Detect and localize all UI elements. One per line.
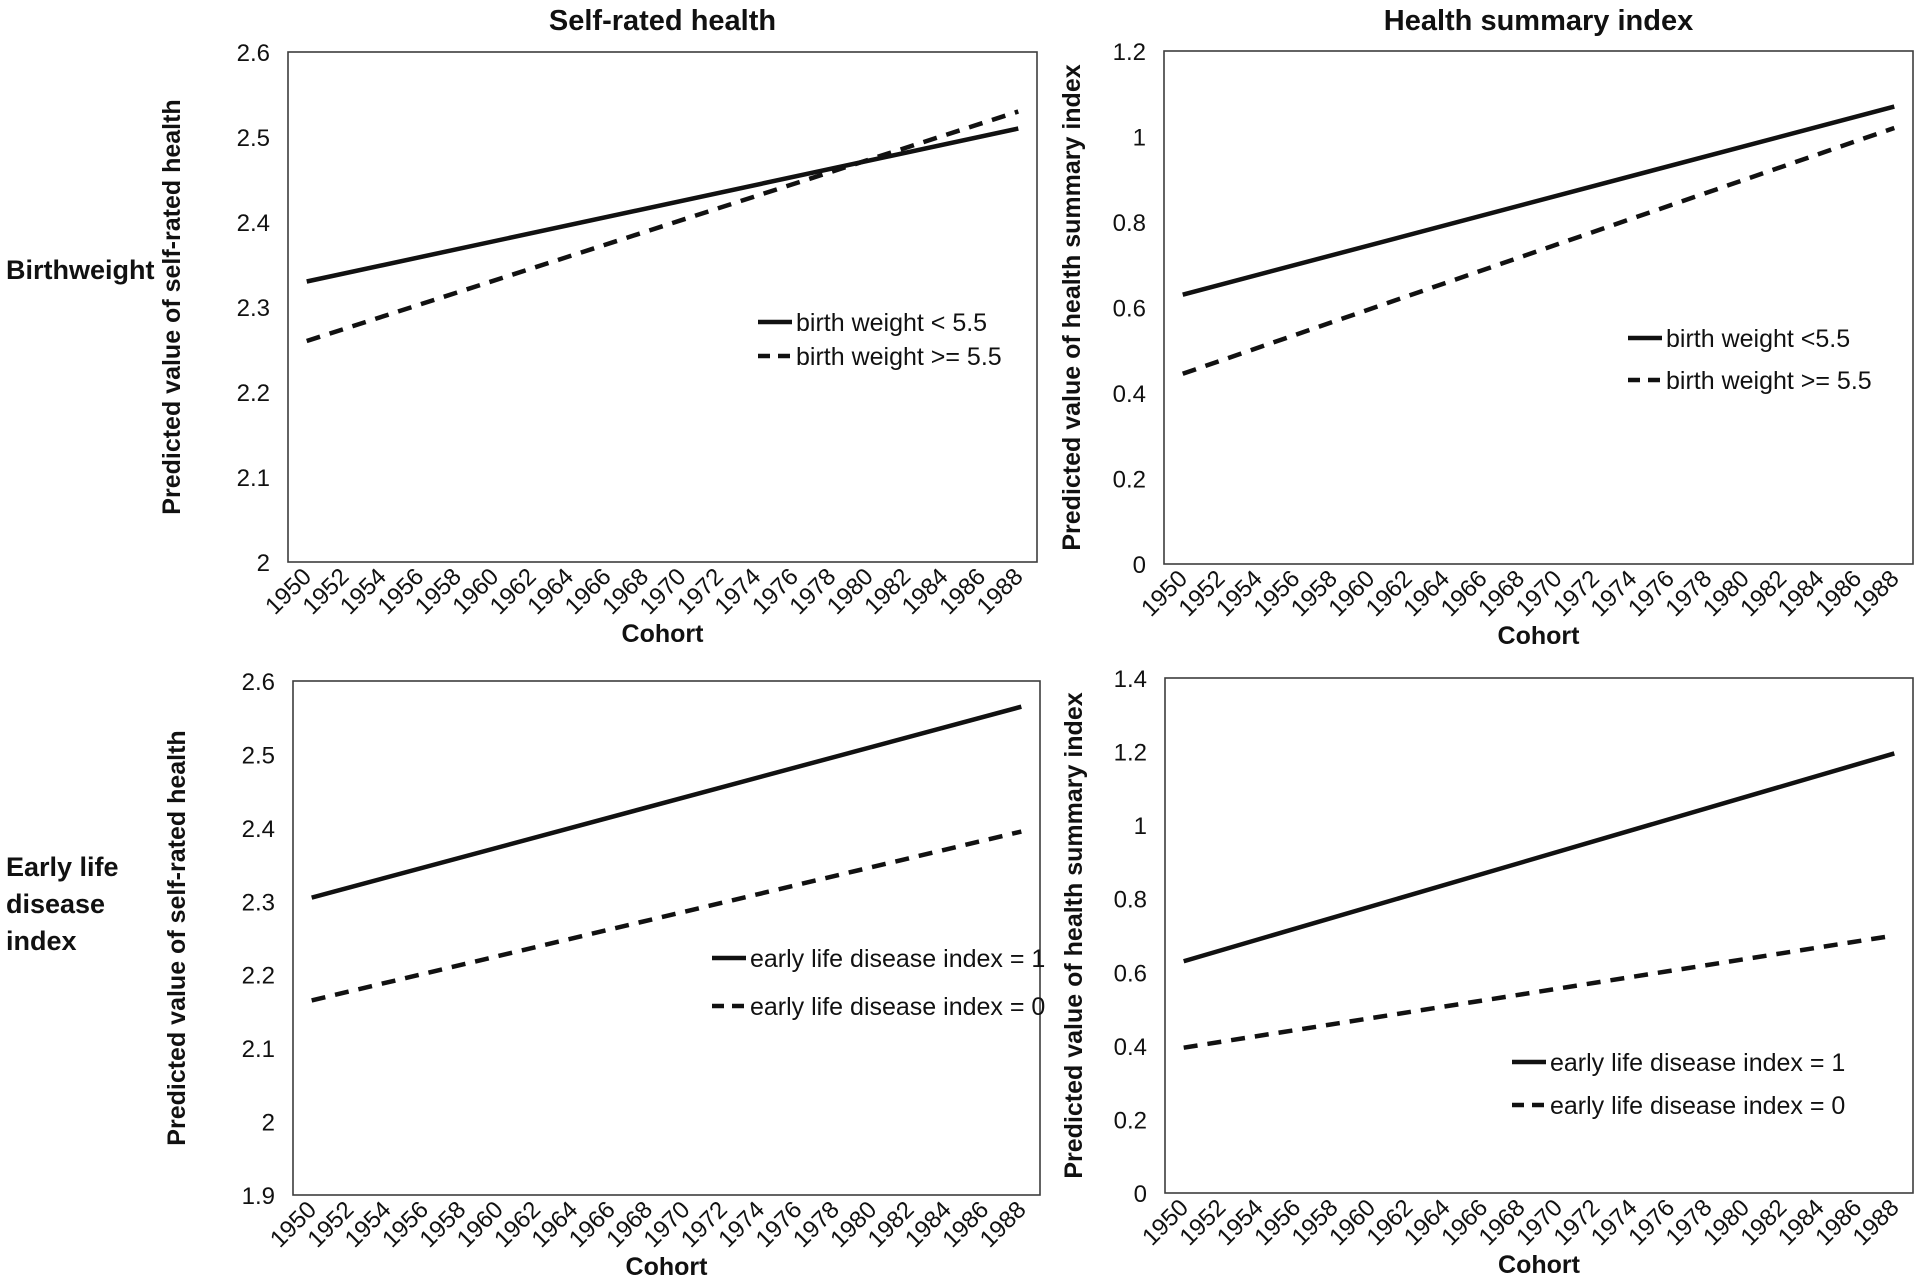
series-line-solid bbox=[311, 704, 1022, 900]
x-axis-title: Cohort bbox=[622, 620, 705, 648]
y-tick-label: 2.5 bbox=[237, 125, 270, 152]
y-tick-label: 1.2 bbox=[1114, 740, 1147, 767]
y-tick-label: 0.2 bbox=[1113, 467, 1146, 494]
y-tick-label: 2.5 bbox=[242, 742, 275, 769]
y-tick-label: 2.4 bbox=[242, 816, 275, 843]
row-label-birthweight: Birthweight bbox=[6, 255, 155, 285]
chart-title: Health summary index bbox=[1384, 5, 1693, 37]
y-tick-label: 2.6 bbox=[242, 669, 275, 696]
y-tick-label: 1 bbox=[1133, 125, 1146, 152]
plot-border bbox=[1164, 677, 1914, 1194]
y-tick-label: 0.4 bbox=[1114, 1034, 1147, 1061]
x-axis-title: Cohort bbox=[1498, 622, 1581, 650]
legend-label: birth weight >= 5.5 bbox=[1666, 367, 1872, 395]
plot-border bbox=[292, 680, 1041, 1196]
y-tick-label: 2.1 bbox=[242, 1036, 275, 1063]
chart-title: Self-rated health bbox=[549, 5, 776, 37]
y-tick-label: 0.2 bbox=[1114, 1107, 1147, 1134]
y-axis-title: Predicted value of health summary index bbox=[1058, 64, 1086, 550]
y-tick-label: 2 bbox=[257, 550, 270, 577]
legend-label: early life disease index = 1 bbox=[1550, 1049, 1845, 1077]
plot-border bbox=[1163, 50, 1914, 565]
y-tick-label: 2.2 bbox=[237, 380, 270, 407]
y-tick-label: 2.6 bbox=[237, 40, 270, 67]
x-axis-title: Cohort bbox=[1498, 1251, 1581, 1279]
legend-label: birth weight < 5.5 bbox=[796, 309, 987, 337]
series-line-solid bbox=[1183, 751, 1895, 964]
chart-health-summary-index-by-early-life-disease-index: 00.20.40.60.811.21.419501952195419561958… bbox=[1060, 666, 1914, 1279]
y-tick-label: 0 bbox=[1134, 1181, 1147, 1208]
y-tick-label: 1.2 bbox=[1113, 39, 1146, 66]
y-tick-label: 1.9 bbox=[242, 1183, 275, 1210]
y-axis-title: Predicted value of self-rated health bbox=[163, 730, 191, 1145]
y-tick-label: 2.3 bbox=[242, 889, 275, 916]
series-line-solid bbox=[306, 126, 1019, 284]
series-line-dashed bbox=[1183, 933, 1895, 1050]
y-axis-title: Predicted value of self-rated health bbox=[158, 99, 186, 514]
legend-label: early life disease index = 0 bbox=[750, 993, 1045, 1021]
y-tick-label: 1 bbox=[1134, 813, 1147, 840]
legend-label: birth weight <5.5 bbox=[1666, 325, 1850, 353]
plot-border bbox=[287, 51, 1038, 563]
legend-label: early life disease index = 0 bbox=[1550, 1092, 1845, 1120]
y-tick-label: 2 bbox=[262, 1110, 275, 1137]
legend-label: birth weight >= 5.5 bbox=[796, 343, 1002, 371]
y-tick-label: 1.4 bbox=[1114, 666, 1147, 693]
series-line-solid bbox=[1182, 104, 1895, 297]
legend-label: early life disease index = 1 bbox=[750, 945, 1045, 973]
row-label-early-life-disease-index: Early life disease index bbox=[6, 852, 119, 956]
chart-self-rated-health-by-early-life-disease-index: 1.922.12.22.32.42.52.6195019521954195619… bbox=[163, 669, 1045, 1281]
y-tick-label: 2.4 bbox=[237, 210, 270, 237]
y-tick-label: 0.6 bbox=[1113, 296, 1146, 323]
y-tick-label: 2.3 bbox=[237, 295, 270, 322]
y-tick-label: 2.2 bbox=[242, 963, 275, 990]
series-line-dashed bbox=[311, 829, 1022, 1003]
x-axis-title: Cohort bbox=[626, 1253, 709, 1281]
y-tick-label: 0.4 bbox=[1113, 381, 1146, 408]
y-tick-label: 2.1 bbox=[237, 465, 270, 492]
y-axis-title: Predicted value of health summary index bbox=[1060, 692, 1088, 1178]
chart-health-summary-index-by-birthweight: 00.20.40.60.811.219501952195419561958196… bbox=[1058, 5, 1914, 650]
chart-self-rated-health-by-birthweight: 22.12.22.32.42.52.6195019521954195619581… bbox=[158, 5, 1038, 648]
y-tick-label: 0.6 bbox=[1114, 960, 1147, 987]
series-line-dashed bbox=[1181, 125, 1896, 376]
series-line-dashed bbox=[306, 109, 1019, 344]
y-tick-label: 0.8 bbox=[1113, 210, 1146, 237]
y-tick-label: 0.8 bbox=[1114, 887, 1147, 914]
y-tick-label: 0 bbox=[1133, 552, 1146, 579]
